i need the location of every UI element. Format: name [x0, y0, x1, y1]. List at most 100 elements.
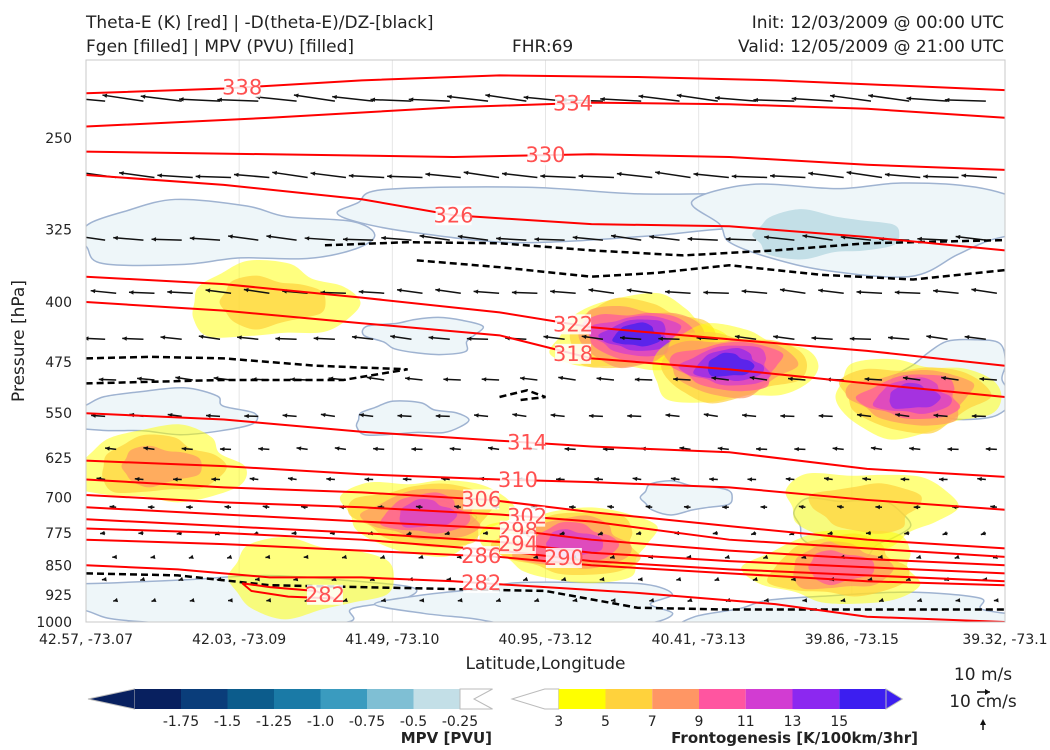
wind-arrow	[942, 531, 948, 536]
theta-e-contour-338	[86, 74, 1005, 95]
wind-arrow-head	[895, 412, 901, 418]
theta-e-contour-290	[86, 527, 1005, 583]
mpv-negative-area	[680, 591, 1005, 622]
wind-arrow-head	[418, 554, 424, 559]
wind-arrow-head	[917, 236, 922, 242]
wind-arrow-head	[752, 576, 758, 582]
wind-arrow-head	[205, 288, 211, 293]
wind-arrow	[291, 530, 297, 536]
wind-arrow-head	[894, 290, 900, 295]
wind-arrow-head	[543, 334, 549, 340]
wind-arrow-head	[138, 530, 144, 536]
wind-arrow-head	[791, 96, 797, 101]
frontogenesis-colorbar-tick-label: 3	[554, 714, 563, 730]
wind-arrow-head	[578, 174, 584, 179]
y-tick-label: 775	[45, 526, 72, 542]
wind-arrow-head	[167, 289, 172, 295]
wind-arrow-head	[926, 334, 932, 339]
wind-arrow-head	[428, 335, 434, 340]
wind-arrow	[649, 597, 655, 603]
wind-arrow	[275, 336, 297, 341]
wind-arrow	[334, 446, 347, 451]
frontogenesis-colorbar-tick-label: 15	[830, 714, 848, 730]
wind-arrow	[446, 94, 489, 102]
wind-arrow-head	[233, 172, 239, 178]
wind-arrow-head	[326, 477, 331, 482]
wind-arrow	[610, 598, 616, 603]
wind-arrow-head	[425, 172, 431, 177]
wind-arrow-head	[313, 336, 319, 341]
wind-arrow	[902, 376, 921, 381]
wind-arrow	[731, 174, 768, 179]
wind-arrow	[415, 504, 423, 510]
wind-arrow-head	[865, 530, 871, 536]
wind-arrow	[971, 287, 997, 294]
wind-arrow	[189, 236, 221, 241]
wind-arrow	[454, 504, 461, 510]
wind-arrow-shaft	[840, 236, 872, 241]
wind-arrow	[104, 446, 117, 451]
wind-arrow	[342, 237, 374, 242]
wind-arrow	[313, 336, 335, 341]
wind-arrow-head	[189, 597, 195, 603]
theta-e-contour-286	[86, 538, 1005, 587]
theta-e-contour-294	[86, 518, 1005, 575]
wind-arrow-shaft	[425, 173, 461, 179]
wind-arrow	[396, 288, 423, 294]
wind-arrow-head	[693, 172, 699, 177]
wind-arrow-head	[558, 375, 564, 381]
wind-arrow-head	[717, 446, 723, 451]
wind-arrow	[249, 476, 259, 482]
wind-arrow	[287, 476, 297, 482]
wind-arrow	[224, 504, 232, 510]
y-tick-label: 325	[45, 223, 72, 239]
wind-arrow-head	[134, 476, 140, 482]
wind-arrow-head	[213, 376, 219, 381]
wind-arrow	[878, 597, 884, 603]
wind-arrow-shaft	[157, 174, 193, 179]
theta-e-contour-298	[86, 506, 1005, 567]
wind-arrow	[865, 530, 872, 536]
wind-arrow	[482, 530, 489, 536]
wind-arrow-head	[870, 446, 876, 451]
wind-arrow-head	[788, 376, 793, 382]
wind-arrow-shaft	[649, 235, 680, 241]
wind-arrow-head	[868, 93, 874, 99]
wind-arrow-shaft	[808, 172, 844, 179]
wind-arrow-head	[808, 171, 814, 176]
wind-arrow-shaft	[272, 171, 308, 179]
wind-arrow	[405, 376, 423, 381]
wind-arrow	[787, 376, 806, 382]
wind-arrow	[870, 446, 883, 451]
wind-arrow-head	[879, 597, 884, 603]
wind-arrow-head	[147, 505, 153, 510]
wind-arrow	[175, 375, 193, 381]
wind-arrow	[823, 476, 833, 482]
wind-arrow-head	[722, 505, 727, 510]
wind-arrow-shaft	[770, 174, 806, 179]
wind-arrow	[255, 577, 260, 582]
wind-arrow-shaft	[655, 171, 691, 179]
wind-arrow	[211, 477, 221, 482]
wind-arrow	[101, 577, 107, 582]
wind-arrow	[139, 576, 146, 582]
wind-arrow-head	[944, 97, 950, 103]
wind-arrow-head	[611, 234, 616, 239]
wind-arrow	[310, 171, 347, 179]
wind-arrow	[756, 446, 768, 452]
wind-arrow	[564, 446, 576, 452]
wind-arrow-head	[466, 336, 472, 341]
wind-arrow-head	[626, 288, 632, 293]
wind-arrow	[473, 289, 500, 294]
wind-arrow-head	[287, 476, 293, 482]
wind-arrow-head	[370, 97, 376, 102]
wind-arrow-head	[373, 446, 378, 452]
frontogenesis-colorbar-swatch	[839, 689, 886, 709]
wind-arrow-head	[342, 237, 348, 242]
wind-arrow-head	[864, 376, 870, 382]
theta-e-label: 310	[498, 468, 538, 492]
wind-arrow-head	[419, 234, 425, 239]
wind-arrow-head	[332, 94, 337, 100]
wind-arrow	[955, 234, 986, 241]
wind-arrow	[359, 413, 374, 418]
